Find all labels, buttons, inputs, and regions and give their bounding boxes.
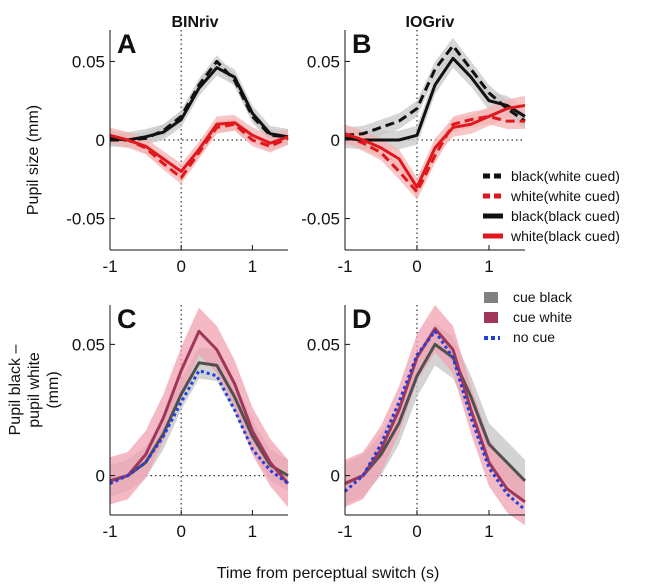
panel-c: -1 0 1 0 0.05 C — [72, 304, 290, 541]
series-line-c-1 — [109, 329, 290, 485]
legend-top-label-0: black(white cued) — [511, 168, 620, 184]
x-tick-label-c-0: -1 — [102, 522, 117, 541]
x-tick-label-a-1: 0 — [176, 257, 185, 276]
y-tick-label-c-1: 0.05 — [72, 335, 105, 354]
legend-bottom-label-2: no cue — [513, 329, 555, 345]
bottom-y-label-line-1: Pupil black – — [7, 345, 24, 436]
x-tick-label-d-2: 1 — [484, 522, 493, 541]
bottom-y-label-line-3: (mm) — [45, 371, 62, 408]
series-line-a-2 — [109, 66, 289, 142]
y-tick-label-c-0: 0 — [96, 467, 105, 486]
panel-letter-b: B — [352, 29, 372, 59]
legend-bottom: cue black cue white no cue — [484, 289, 573, 345]
x-tick-label-a-0: -1 — [102, 257, 117, 276]
panel-a: -1 0 1 -0.05 0 0.05 A — [66, 29, 289, 276]
legend-top-label-3: white(black cued) — [510, 228, 620, 244]
y-tick-label-b-0: -0.05 — [301, 210, 340, 229]
y-tick-label-b-2: 0.05 — [307, 52, 340, 71]
col-title-binriv: BINriv — [171, 14, 218, 31]
x-tick-label-b-0: -1 — [337, 257, 352, 276]
bottom-y-axis-label: Pupil black – pupil white (mm) — [7, 345, 62, 436]
series-line-b-1 — [344, 114, 525, 194]
legend-top-label-1: white(white cued) — [510, 188, 620, 204]
y-tick-label-a-2: 0.05 — [72, 52, 105, 71]
legend-top-label-2: black(black cued) — [511, 208, 620, 224]
error-band-b-0 — [345, 37, 525, 144]
series-line-a-3 — [109, 121, 289, 173]
x-axis-label: Time from perceptual switch (s) — [217, 565, 440, 582]
error-band-c-1 — [110, 307, 288, 508]
panel-letter-c: C — [117, 304, 137, 334]
error-band-d-1 — [345, 305, 525, 526]
panel-b: -1 0 1 -0.05 0 0.05 B — [301, 29, 526, 276]
panel-d: -1 0 1 0 0.05 D — [307, 304, 527, 541]
legend-bottom-label-1: cue white — [513, 309, 572, 325]
legend-bottom-swatch-1 — [484, 312, 498, 323]
error-band-d-0 — [345, 323, 525, 505]
series-line-d-0 — [344, 342, 527, 485]
x-tick-label-c-2: 1 — [248, 522, 257, 541]
y-tick-label-a-0: -0.05 — [66, 210, 105, 229]
series-line-b-0 — [344, 44, 526, 137]
legend-top: black(white cued) white(white cued) blac… — [483, 168, 620, 244]
x-tick-label-b-2: 1 — [484, 257, 493, 276]
top-y-axis-label: Pupil size (mm) — [25, 105, 42, 215]
y-tick-label-a-1: 0 — [96, 131, 105, 150]
series-line-b-2 — [344, 56, 526, 142]
y-tick-label-b-1: 0 — [331, 131, 340, 150]
series-line-b-3 — [344, 103, 526, 189]
y-tick-label-d-0: 0 — [331, 467, 340, 486]
y-tick-label-d-1: 0.05 — [307, 335, 340, 354]
x-tick-label-d-0: -1 — [337, 522, 352, 541]
legend-bottom-swatch-0 — [484, 292, 498, 303]
panel-letter-d: D — [352, 304, 372, 334]
bottom-y-label-line-2: pupil white — [26, 352, 43, 428]
col-title-iogriv: IOGriv — [406, 14, 455, 31]
panel-letter-a: A — [117, 29, 137, 59]
legend-bottom-label-0: cue black — [513, 289, 573, 305]
panels: -1 0 1 -0.05 0 0.05 A -1 0 1 -0.05 0 0.05 B -1 0 1 0 0.05 C… — [66, 29, 527, 541]
x-tick-label-b-1: 0 — [412, 257, 421, 276]
x-tick-label-c-1: 0 — [176, 522, 185, 541]
x-tick-label-d-1: 0 — [412, 522, 421, 541]
series-line-d-1 — [344, 327, 526, 504]
series-line-c-0 — [109, 361, 289, 483]
x-tick-label-a-2: 1 — [248, 257, 257, 276]
series-line-d-2 — [344, 329, 526, 511]
